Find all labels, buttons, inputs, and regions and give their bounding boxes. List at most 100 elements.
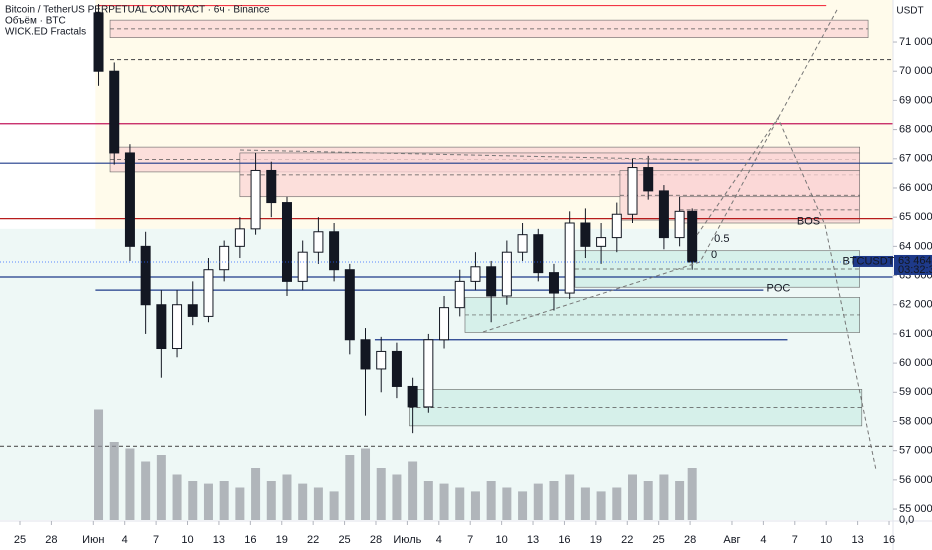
volume-bar [423, 481, 433, 520]
volume-bar [266, 481, 276, 520]
volume-bar [643, 481, 653, 520]
y-tick-label: 59 000,0 [899, 386, 932, 398]
x-tick-label: 10 [820, 534, 832, 546]
projection-path [482, 7, 839, 333]
y-tick-label: 67 000,0 [899, 153, 932, 165]
candle-body [109, 70, 120, 154]
candle-body [234, 228, 245, 247]
x-tick-label: 28 [684, 534, 696, 546]
candle-body [250, 169, 261, 230]
chart-title: Bitcoin / TetherUS PERPETUAL CONTRACT · … [5, 5, 270, 16]
volume-bar [235, 487, 245, 520]
y-tick-label: 65 000,0 [899, 211, 932, 223]
candle-body [658, 190, 669, 239]
y-tick-label: 58 000,0 [899, 415, 932, 427]
candle-body [423, 339, 434, 408]
x-tick-label: Июль [393, 534, 421, 546]
candle-body [124, 152, 135, 247]
candle-body [687, 210, 698, 263]
candle-body [329, 231, 340, 271]
y-tick-label: 68 000,0 [899, 124, 932, 136]
x-tick-label: Июн [82, 534, 104, 546]
candle-body [281, 202, 292, 282]
candle-body [407, 385, 418, 408]
candle-body [611, 213, 622, 239]
countdown-label: 03:32:32 [898, 264, 932, 276]
x-tick-label: 25 [338, 534, 350, 546]
volume-bar [533, 483, 543, 520]
y-tick-label: 56 000,0 [899, 474, 932, 486]
candle-body [643, 167, 654, 192]
x-tick-label: 16 [883, 534, 895, 546]
candle-body [93, 12, 104, 72]
volume-legend: Объём · BTC [5, 15, 66, 27]
candle-body [219, 245, 230, 271]
volume-bar [251, 468, 261, 520]
symbol-tag [853, 255, 893, 267]
plot-area: POC BOS 0 0.5 [0, 0, 893, 520]
y-tick-label: 55 000,0 [899, 503, 932, 515]
x-tick-label: 22 [621, 534, 633, 546]
volume-bar [596, 491, 606, 520]
volume-bar [439, 483, 449, 520]
candle-body [376, 350, 387, 370]
volume-bar [156, 455, 166, 520]
x-tick-label: 19 [590, 534, 602, 546]
currency-label: USDT [896, 6, 923, 17]
volume-bar [470, 491, 480, 520]
volume-bar [486, 481, 496, 520]
volume-bar [313, 487, 323, 520]
volume-bar [376, 468, 386, 520]
candle-body [454, 280, 465, 309]
symbol-label: BTCUSDT.P [842, 255, 903, 267]
volume-bar [687, 468, 697, 520]
candle-body [486, 266, 497, 297]
x-tick-label: Авг [723, 534, 740, 546]
volume-bar [219, 481, 229, 520]
y-tick-label: 64 000,0 [899, 240, 932, 252]
volume-bar [188, 481, 198, 520]
volume-bar [408, 461, 418, 520]
indicator-legend: WICK.ED Fractals [5, 27, 86, 38]
y-tick-label: 61 000,0 [899, 328, 932, 340]
y-tick-label: 66 000,0 [899, 182, 932, 194]
volume-bar [141, 461, 151, 520]
candle-body [344, 269, 355, 341]
candle-body [674, 210, 685, 239]
volume-bar [455, 487, 465, 520]
candle-body [266, 169, 277, 204]
x-tick-label: 10 [496, 534, 508, 546]
annotation: 0.5 [714, 233, 729, 245]
time-axis [0, 521, 893, 550]
y-tick-label: 62 000,0 [899, 299, 932, 311]
volume-bar [502, 487, 512, 520]
volume-bar [659, 474, 669, 520]
candle-body [470, 266, 481, 282]
x-tick-label: 16 [558, 534, 570, 546]
zone [574, 250, 861, 288]
volume-bar [628, 474, 638, 520]
volume-bar [329, 491, 339, 520]
volume-bar [94, 409, 104, 520]
y-tick-label: 70 000,0 [899, 65, 932, 77]
y-tick-label: 71 000,0 [899, 36, 932, 48]
x-tick-label: 25 [653, 534, 665, 546]
volume-bar [612, 487, 622, 520]
annotation: BOS [797, 215, 820, 227]
projection-path [696, 116, 877, 471]
x-tick-label: 28 [370, 534, 382, 546]
x-tick-label: 13 [213, 534, 225, 546]
candle-body [391, 350, 402, 387]
candle-body [203, 269, 214, 317]
volume-bar [282, 474, 292, 520]
volume-bar [109, 442, 119, 520]
x-tick-label: 19 [276, 534, 288, 546]
x-tick-label: 13 [527, 534, 539, 546]
price-axis [893, 0, 932, 550]
volume-bar [125, 448, 135, 520]
projection-lines [239, 7, 877, 471]
volume-bar [565, 474, 575, 520]
x-tick-label: 4 [436, 534, 442, 546]
